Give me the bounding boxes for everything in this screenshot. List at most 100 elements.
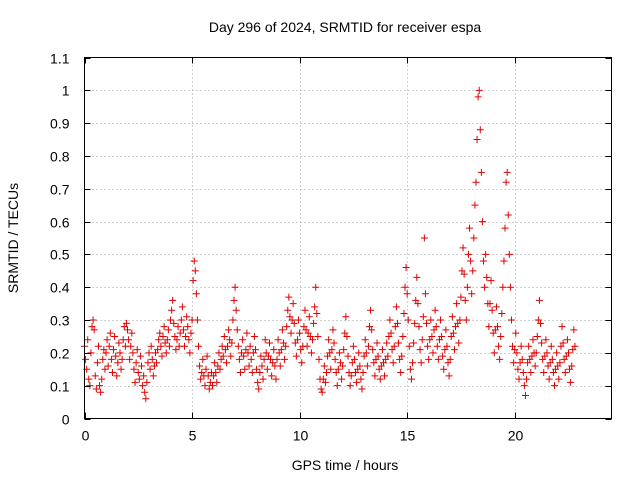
data-point <box>344 352 352 360</box>
data-point <box>374 352 382 360</box>
data-point <box>409 359 417 367</box>
data-point <box>133 346 141 354</box>
data-point <box>91 372 99 380</box>
data-point <box>474 93 482 101</box>
data-point <box>170 319 178 327</box>
grid-layer <box>84 57 612 419</box>
data-point <box>381 372 389 380</box>
data-point <box>243 329 251 337</box>
y-tick-label: 0.6 <box>50 215 70 231</box>
data-point <box>146 365 154 373</box>
data-point <box>498 309 506 317</box>
data-point <box>439 352 447 360</box>
data-point <box>490 349 498 357</box>
data-point <box>87 349 95 357</box>
data-point <box>85 375 93 383</box>
data-point <box>89 316 97 324</box>
y-tick-label: 0.3 <box>50 313 70 329</box>
data-point <box>571 342 579 350</box>
data-point <box>130 365 138 373</box>
data-point <box>278 326 286 334</box>
data-point <box>252 346 260 354</box>
data-point <box>276 362 284 370</box>
data-point <box>307 349 315 357</box>
data-point <box>497 332 505 340</box>
data-point <box>442 326 450 334</box>
data-point <box>257 352 265 360</box>
data-point <box>312 283 320 291</box>
data-point <box>535 296 543 304</box>
data-point <box>467 257 475 265</box>
data-point <box>202 365 210 373</box>
data-point <box>411 319 419 327</box>
data-point <box>527 369 535 377</box>
y-tick-label: 0.9 <box>50 116 70 132</box>
data-point <box>305 313 313 321</box>
data-point <box>486 300 494 308</box>
data-point <box>500 257 508 265</box>
data-point <box>115 339 123 347</box>
data-point <box>196 362 204 370</box>
data-point <box>561 369 569 377</box>
data-point <box>233 326 241 334</box>
data-point <box>356 362 364 370</box>
data-point <box>403 290 411 298</box>
data-point <box>231 283 239 291</box>
data-point <box>353 378 361 386</box>
data-point <box>342 313 350 321</box>
data-point <box>184 323 192 331</box>
data-point <box>459 244 467 252</box>
data-point <box>260 355 268 363</box>
data-point <box>228 339 236 347</box>
data-point <box>208 382 216 390</box>
data-point <box>201 382 209 390</box>
data-point <box>514 365 522 373</box>
data-point <box>168 306 176 314</box>
data-point <box>314 332 322 340</box>
data-point <box>501 224 509 232</box>
data-point <box>185 336 193 344</box>
data-point <box>113 372 121 380</box>
data-point <box>432 323 440 331</box>
data-point <box>339 362 347 370</box>
data-point <box>159 332 167 340</box>
data-point <box>205 385 213 393</box>
data-point <box>369 346 377 354</box>
data-point <box>417 359 425 367</box>
data-point <box>292 352 300 360</box>
data-point <box>320 362 328 370</box>
data-point <box>101 365 109 373</box>
data-point <box>519 369 527 377</box>
data-point <box>520 382 528 390</box>
data-point <box>507 316 515 324</box>
data-points-layer <box>81 86 579 403</box>
data-point <box>462 316 470 324</box>
data-point <box>112 352 120 360</box>
data-point <box>230 296 238 304</box>
x-tick-label: 0 <box>82 428 90 444</box>
data-point <box>389 359 397 367</box>
y-tick-label: 1 <box>62 83 70 99</box>
data-point <box>340 346 348 354</box>
data-point <box>532 349 540 357</box>
data-point <box>153 359 161 367</box>
data-point <box>160 323 168 331</box>
data-point <box>496 355 504 363</box>
data-point <box>179 326 187 334</box>
data-point <box>513 349 521 357</box>
data-point <box>485 323 493 331</box>
data-point <box>246 342 254 350</box>
data-point <box>548 355 556 363</box>
data-point <box>94 342 102 350</box>
data-point <box>488 306 496 314</box>
data-point <box>117 365 125 373</box>
data-point <box>215 349 223 357</box>
data-point <box>317 385 325 393</box>
data-point <box>219 352 227 360</box>
data-point <box>158 352 166 360</box>
data-point <box>274 336 282 344</box>
data-point <box>545 375 553 383</box>
x-tick-label: 15 <box>400 428 416 444</box>
data-point <box>118 355 126 363</box>
data-point <box>331 355 339 363</box>
